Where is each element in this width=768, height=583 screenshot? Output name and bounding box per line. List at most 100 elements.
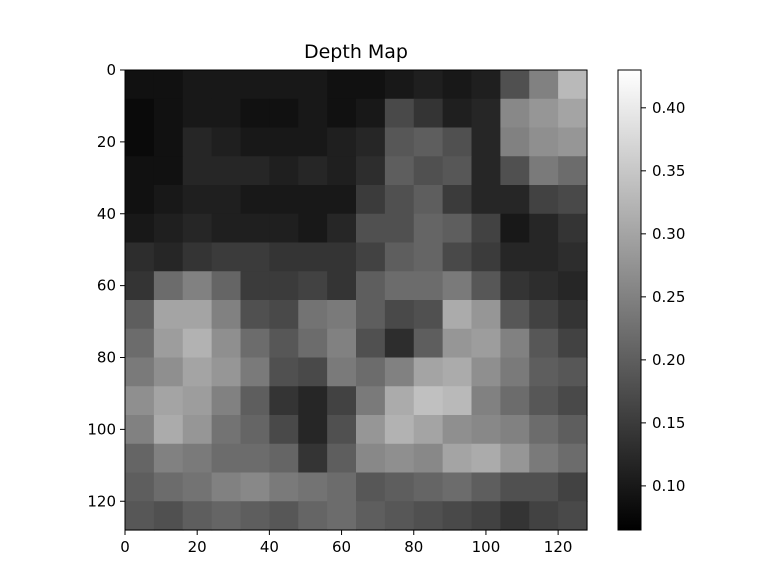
heatmap-cell bbox=[211, 70, 242, 100]
heatmap-cell bbox=[182, 357, 213, 387]
heatmap-cell bbox=[413, 386, 444, 416]
heatmap-cell bbox=[269, 328, 299, 359]
heatmap-cell bbox=[182, 300, 213, 330]
heatmap-cell bbox=[211, 415, 242, 445]
heatmap-cell bbox=[269, 156, 299, 186]
heatmap-cell bbox=[327, 213, 357, 244]
heatmap-cell bbox=[153, 328, 184, 359]
heatmap-cell bbox=[558, 127, 588, 157]
heatmap-cell bbox=[125, 185, 155, 215]
heatmap-cell bbox=[413, 501, 444, 531]
heatmap-cell bbox=[356, 98, 386, 129]
y-axis: 0 20 40 60 80 100 120 bbox=[87, 61, 125, 510]
heatmap-cell bbox=[384, 185, 415, 215]
heatmap-cell bbox=[558, 415, 588, 445]
heatmap-cell bbox=[384, 271, 415, 301]
heatmap-cell bbox=[298, 501, 328, 531]
heatmap-cell bbox=[269, 70, 299, 100]
heatmap-cell bbox=[413, 328, 444, 359]
heatmap-cell bbox=[182, 328, 213, 359]
heatmap-cell bbox=[529, 443, 559, 474]
heatmap-cell bbox=[442, 127, 473, 157]
heatmap-cell bbox=[529, 415, 559, 445]
heatmap-cell bbox=[240, 501, 270, 531]
heatmap-cell bbox=[471, 271, 501, 301]
heatmap-cell bbox=[500, 415, 530, 445]
heatmap-cell bbox=[529, 386, 559, 416]
heatmap-cell bbox=[413, 472, 444, 502]
heatmap-cell bbox=[356, 501, 386, 531]
heatmap-cell bbox=[529, 300, 559, 330]
heatmap-cell bbox=[384, 213, 415, 244]
heatmap-cell bbox=[529, 357, 559, 387]
heatmap-cell bbox=[471, 98, 501, 129]
heatmap-cell bbox=[500, 472, 530, 502]
x-axis: 0 20 40 60 80 100 120 bbox=[120, 530, 572, 556]
heatmap-cell bbox=[211, 443, 242, 474]
x-tick-label: 60 bbox=[332, 538, 351, 556]
colorbar-tick-label: 0.25 bbox=[652, 288, 685, 306]
heatmap-cell bbox=[500, 213, 530, 244]
heatmap-cell bbox=[153, 501, 184, 531]
heatmap-cell bbox=[211, 501, 242, 531]
heatmap-cell bbox=[240, 415, 270, 445]
heatmap-cell bbox=[153, 185, 184, 215]
heatmap-cell bbox=[558, 213, 588, 244]
heatmap-cell bbox=[442, 156, 473, 186]
heatmap-cell bbox=[240, 185, 270, 215]
heatmap-cell bbox=[384, 156, 415, 186]
heatmap-cell bbox=[298, 70, 328, 100]
heatmap-cell bbox=[125, 472, 155, 502]
heatmap-cell bbox=[298, 328, 328, 359]
plot-frame bbox=[124, 69, 588, 531]
heatmap-cell bbox=[125, 242, 155, 272]
heatmap-cell bbox=[327, 98, 357, 129]
heatmap-cell bbox=[471, 213, 501, 244]
heatmap-cell bbox=[558, 271, 588, 301]
heatmap-cell bbox=[153, 386, 184, 416]
heatmap-cell bbox=[500, 271, 530, 301]
heatmap-cell bbox=[298, 415, 328, 445]
x-tick-label: 80 bbox=[404, 538, 423, 556]
heatmap-cell bbox=[327, 472, 357, 502]
y-tick-label: 80 bbox=[97, 349, 116, 367]
x-tick-label: 100 bbox=[472, 538, 501, 556]
heatmap-cell bbox=[240, 357, 270, 387]
heatmap-cell bbox=[269, 386, 299, 416]
heatmap-cell bbox=[356, 300, 386, 330]
heatmap-cell bbox=[356, 156, 386, 186]
heatmap-cell bbox=[211, 472, 242, 502]
heatmap-cell bbox=[211, 185, 242, 215]
heatmap-cell bbox=[269, 213, 299, 244]
heatmap-cell bbox=[125, 415, 155, 445]
heatmap-cell bbox=[471, 328, 501, 359]
heatmap-cell bbox=[269, 98, 299, 129]
chart-title: Depth Map bbox=[304, 41, 408, 63]
heatmap-cell bbox=[211, 357, 242, 387]
heatmap-cell bbox=[153, 472, 184, 502]
heatmap-cell bbox=[327, 357, 357, 387]
heatmap-cell bbox=[327, 242, 357, 272]
heatmap-cell bbox=[125, 443, 155, 474]
heatmap-cell bbox=[240, 127, 270, 157]
heatmap-cell bbox=[529, 98, 559, 129]
heatmap-cell bbox=[558, 328, 588, 359]
heatmap-cell bbox=[471, 472, 501, 502]
heatmap-cell bbox=[153, 156, 184, 186]
heatmap-cell bbox=[125, 357, 155, 387]
heatmap-cell bbox=[182, 98, 213, 129]
heatmap-cell bbox=[529, 185, 559, 215]
heatmap-cell bbox=[182, 70, 213, 100]
colorbar: 0.10 0.15 0.20 0.25 0.30 0.35 0.40 bbox=[617, 69, 685, 531]
heatmap-cell bbox=[327, 415, 357, 445]
heatmap-cell bbox=[413, 415, 444, 445]
x-tick-label: 120 bbox=[544, 538, 573, 556]
heatmap-cell bbox=[327, 271, 357, 301]
heatmap-cell bbox=[298, 386, 328, 416]
heatmap-cell bbox=[182, 386, 213, 416]
heatmap-cell bbox=[125, 328, 155, 359]
heatmap-cell bbox=[327, 386, 357, 416]
heatmap-cell bbox=[240, 386, 270, 416]
heatmap-cell bbox=[413, 98, 444, 129]
heatmap-cell bbox=[298, 98, 328, 129]
